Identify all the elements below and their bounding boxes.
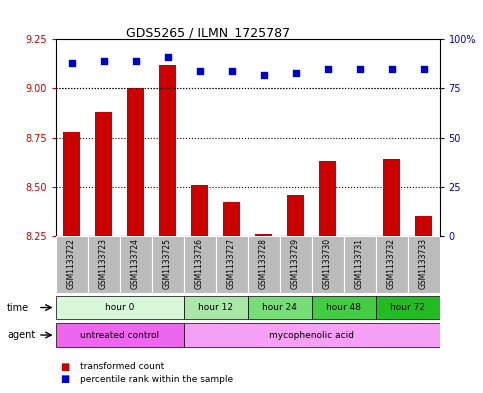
Text: GSM1133732: GSM1133732 <box>387 238 396 288</box>
Text: GSM1133730: GSM1133730 <box>323 238 332 289</box>
Bar <box>287 195 304 236</box>
Bar <box>159 65 176 236</box>
Bar <box>184 323 440 347</box>
Text: GSM1133724: GSM1133724 <box>131 238 140 288</box>
Bar <box>95 112 113 236</box>
Bar <box>383 159 400 236</box>
Bar <box>376 236 408 293</box>
Text: GSM1133733: GSM1133733 <box>419 238 428 289</box>
Bar <box>184 236 215 293</box>
Text: GSM1133726: GSM1133726 <box>195 238 204 288</box>
Point <box>196 68 203 74</box>
Text: ■: ■ <box>60 362 70 372</box>
Bar <box>63 132 80 236</box>
Point <box>164 54 171 60</box>
Bar <box>152 236 184 293</box>
Bar <box>312 296 376 319</box>
Point <box>355 66 363 72</box>
Bar <box>312 236 343 293</box>
Text: hour 72: hour 72 <box>390 303 425 312</box>
Bar <box>215 236 248 293</box>
Bar <box>408 236 440 293</box>
Point <box>68 60 75 66</box>
Bar <box>120 236 152 293</box>
Text: GSM1133729: GSM1133729 <box>291 238 300 288</box>
Text: GSM1133725: GSM1133725 <box>163 238 172 288</box>
Bar <box>56 296 184 319</box>
Text: untreated control: untreated control <box>80 331 159 340</box>
Text: ■: ■ <box>60 374 70 384</box>
Bar <box>255 234 272 236</box>
Bar <box>248 236 280 293</box>
Point <box>99 58 107 64</box>
Text: GSM1133722: GSM1133722 <box>67 238 76 288</box>
Text: agent: agent <box>7 330 35 340</box>
Bar <box>248 296 312 319</box>
Point <box>132 58 140 64</box>
Bar <box>376 296 440 319</box>
Text: hour 48: hour 48 <box>326 303 361 312</box>
Point <box>292 70 299 76</box>
Text: hour 0: hour 0 <box>105 303 134 312</box>
Bar <box>319 161 336 236</box>
Bar <box>191 185 208 236</box>
Bar <box>56 236 87 293</box>
Text: hour 12: hour 12 <box>198 303 233 312</box>
Point <box>227 68 235 74</box>
Bar <box>223 202 241 236</box>
Text: GSM1133723: GSM1133723 <box>99 238 108 288</box>
Text: GSM1133727: GSM1133727 <box>227 238 236 288</box>
Text: percentile rank within the sample: percentile rank within the sample <box>80 375 233 384</box>
Text: GDS5265 / ILMN_1725787: GDS5265 / ILMN_1725787 <box>126 26 290 39</box>
Text: GSM1133731: GSM1133731 <box>355 238 364 288</box>
Bar <box>127 88 144 236</box>
Text: time: time <box>7 303 29 312</box>
Text: mycophenolic acid: mycophenolic acid <box>269 331 354 340</box>
Bar <box>87 236 120 293</box>
Text: transformed count: transformed count <box>80 362 164 371</box>
Bar <box>56 323 184 347</box>
Point <box>388 66 396 72</box>
Bar <box>280 236 312 293</box>
Text: hour 24: hour 24 <box>262 303 297 312</box>
Point <box>324 66 331 72</box>
Point <box>260 72 268 78</box>
Bar <box>184 296 248 319</box>
Point <box>420 66 427 72</box>
Bar <box>343 236 376 293</box>
Text: GSM1133728: GSM1133728 <box>259 238 268 288</box>
Bar <box>415 216 432 236</box>
